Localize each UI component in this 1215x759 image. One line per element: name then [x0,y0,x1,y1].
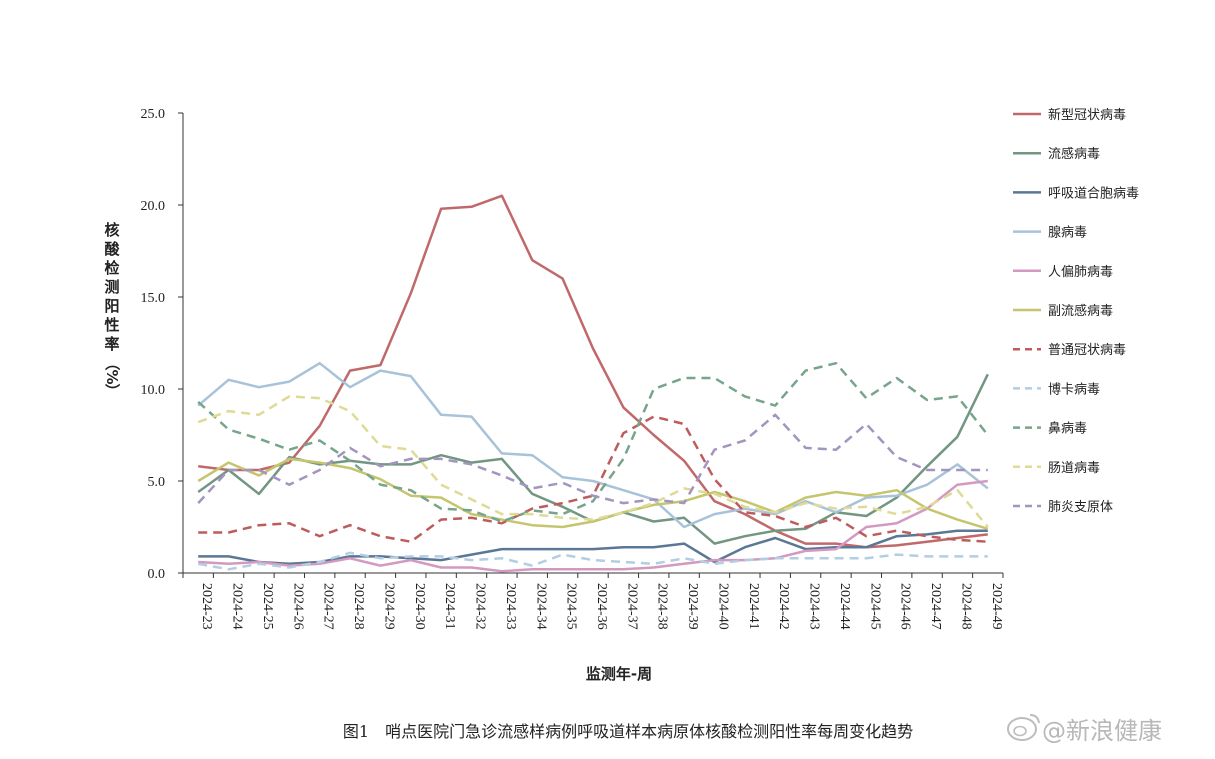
legend-item: 人偏肺病毒 [1013,265,1113,280]
legend-item: 普通冠状病毒 [1013,343,1126,358]
y-tick-label: 5.0 [148,475,166,490]
series-layer [197,194,989,573]
legend-label: 流感病毒 [1048,146,1100,162]
y-tick-label: 25.0 [141,107,166,122]
x-tick-label: 2024-39 [685,583,700,630]
legend-item: 腺病毒 [1013,226,1087,241]
x-tick-label: 2024-44 [837,583,852,630]
y-axis-title-char: 率 [104,335,119,353]
x-tick-label: 2024-25 [260,583,275,630]
x-tick-label: 2024-38 [655,583,670,630]
legend-label: 肺炎支原体 [1048,500,1113,515]
series-line [198,479,988,573]
legend-label: 普通冠状病毒 [1048,343,1126,358]
legend-label: 鼻病毒 [1048,421,1087,437]
y-tick-label: 0.0 [148,567,166,582]
watermark-text: @新浪健康 [1042,717,1162,745]
y-axis-title-char: % [103,369,121,384]
legend-label: 博卡病毒 [1048,382,1100,397]
legend-item: 博卡病毒 [1013,382,1100,397]
x-tick-label: 2024-30 [412,583,427,630]
x-tick-label: 2024-32 [473,583,488,630]
watermark: @新浪健康 [1007,714,1162,745]
legend-label: 新型冠状病毒 [1048,107,1126,123]
y-axis-title-char: （ [103,355,121,370]
series-line [198,415,988,543]
weibo-logo-icon [1007,714,1040,741]
x-tick-label: 2024-23 [199,583,214,630]
legend-label: 肠道病毒 [1048,461,1100,476]
figure-caption: 图1 哨点医院门急诊流感样病例呼吸道样本病原体核酸检测阳性率每周变化趋势 [343,722,913,741]
x-tick-label: 2024-41 [746,583,761,630]
legend-item: 副流感病毒 [1013,303,1113,319]
series-line [197,457,989,530]
y-axis-title-char: 检 [104,259,119,277]
x-tick-label: 2024-42 [776,583,791,630]
series-line [197,361,989,523]
x-tick-label: 2024-40 [715,583,730,630]
x-tick-label: 2024-29 [381,583,396,630]
y-axis-title-char: 核 [104,221,119,239]
y-axis-title-char: 性 [104,316,119,334]
y-axis-title-char: ） [103,383,121,398]
x-tick-label: 2024-45 [867,583,882,630]
y-axis-title: 核酸检测阳性率 （%） [103,221,121,399]
x-axis-title: 监测年-周 [586,665,652,683]
x-tick-label: 2024-24 [230,583,245,630]
x-tick-label: 2024-43 [807,583,822,630]
x-tick-label: 2024-27 [321,583,336,630]
x-tick-label: 2024-33 [503,583,518,630]
x-tick-label: 2024-26 [290,583,305,630]
x-tick-label: 2024-28 [351,583,366,630]
series-line [197,373,989,545]
y-axis-title-char: 酸 [104,240,120,258]
x-tick-label: 2024-31 [442,583,457,630]
legend-item: 肺炎支原体 [1013,500,1113,515]
legend-label: 副流感病毒 [1048,303,1113,319]
legend-item: 鼻病毒 [1013,421,1087,437]
y-tick-label: 20.0 [141,199,166,214]
x-tick-label: 2024-49 [989,583,1004,630]
legend-label: 腺病毒 [1048,226,1087,241]
legend-item: 呼吸道合胞病毒 [1013,186,1139,201]
series-line [197,551,988,571]
legend-item: 肠道病毒 [1013,461,1100,476]
x-tick-label: 2024-37 [624,583,639,630]
y-axis-title-char: 阳 [104,297,119,315]
x-tick-label: 2024-35 [564,583,579,630]
y-tick-label: 10.0 [141,383,166,398]
series-line [198,529,988,566]
legend-label: 呼吸道合胞病毒 [1048,186,1139,201]
x-tick-label: 2024-47 [928,583,943,630]
x-tick-label: 2024-36 [594,583,609,630]
series-line [197,395,989,528]
x-tick-label: 2024-34 [533,583,548,630]
legend-label: 人偏肺病毒 [1048,265,1113,280]
legend-item: 新型冠状病毒 [1013,107,1126,123]
y-tick-label: 15.0 [141,291,166,306]
series-line [197,413,988,505]
chart-legend: 新型冠状病毒流感病毒呼吸道合胞病毒腺病毒人偏肺病毒副流感病毒普通冠状病毒博卡病毒… [1013,107,1139,515]
series-line [197,361,989,529]
x-tick-label: 2024-46 [898,583,913,630]
chart-axes: 0.0 5.0 10.0 15.0 20.0 25.0 2024-23 2024-24 2024… [141,107,1004,630]
y-axis-title-char: 测 [104,278,119,296]
x-tick-label: 2024-48 [958,583,973,630]
legend-item: 流感病毒 [1013,146,1100,162]
